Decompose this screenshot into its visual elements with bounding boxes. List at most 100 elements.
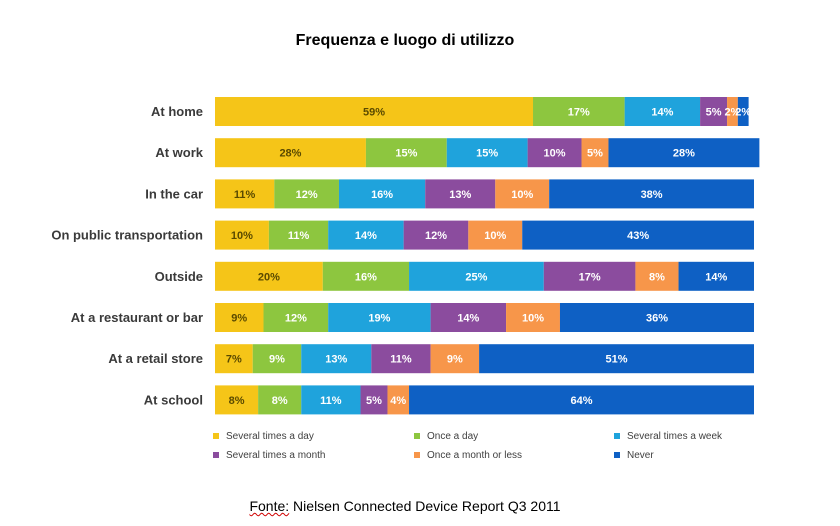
bar-segment-on-public-transportation-once-a-month-or-less (468, 220, 523, 250)
data-label-at-a-retail-store-several-times-a-month: 11% (390, 354, 412, 366)
bar-segment-at-home-several-times-a-week (624, 97, 701, 126)
legend-label-once-a-month-or-less: Once a month or less (427, 450, 522, 461)
source-line: Fonte: Nielsen Connected Device Report Q… (0, 498, 810, 514)
data-label-on-public-transportation-once-a-month-or-less: 10% (484, 230, 506, 242)
data-label-at-a-restaurant-or-bar-once-a-day: 12% (285, 313, 307, 325)
data-label-on-public-transportation-several-times-a-week: 14% (355, 230, 377, 242)
bar-segment-in-the-car-several-times-a-day (215, 179, 275, 209)
data-label-in-the-car-never: 38% (641, 189, 663, 201)
category-label-at-home: At home (151, 104, 203, 119)
data-label-at-a-restaurant-or-bar-several-times-a-month: 14% (457, 313, 479, 325)
bar-segment-on-public-transportation-several-times-a-month (403, 220, 469, 250)
data-label-at-school-several-times-a-day: 8% (229, 395, 245, 407)
category-label-outside: Outside (155, 269, 203, 284)
data-label-at-a-restaurant-or-bar-several-times-a-week: 19% (368, 313, 390, 325)
data-label-in-the-car-once-a-month-or-less: 10% (511, 189, 533, 201)
stacked-bar-chart: At home At work In the car On public transp… (51, 97, 760, 461)
bar-segment-in-the-car-never (549, 179, 754, 209)
bar-segment-outside-once-a-day (322, 261, 410, 291)
legend-label-several-times-a-week: Several times a week (627, 431, 723, 442)
data-label-at-school-never: 64% (571, 395, 593, 407)
bar-segment-in-the-car-once-a-month-or-less (495, 179, 550, 209)
data-label-at-home-once-a-day: 17% (568, 107, 590, 119)
bar-segment-at-a-restaurant-or-bar-several-times-a-week (328, 303, 431, 332)
data-label-at-a-retail-store-once-a-day: 9% (269, 354, 285, 366)
data-label-at-a-restaurant-or-bar-never: 36% (646, 313, 668, 325)
bar-segment-at-work-several-times-a-week (446, 138, 528, 168)
bar-segment-at-a-retail-store-once-a-month-or-less (430, 344, 480, 374)
bar-segment-at-a-restaurant-or-bar-never (559, 303, 754, 332)
legend-swatch-once-a-month-or-less (414, 452, 420, 458)
legend-label-once-a-day: Once a day (427, 431, 478, 442)
data-label-on-public-transportation-several-times-a-month: 12% (425, 230, 447, 242)
data-label-outside-several-times-a-month: 17% (579, 271, 601, 283)
bar-segment-in-the-car-several-times-a-month (425, 179, 496, 209)
bar-segment-at-school-once-a-day (258, 385, 302, 415)
category-label-on-public-transportation: On public transportation (51, 228, 203, 243)
bar-segment-at-home-never (737, 97, 749, 126)
data-label-at-work-several-times-a-month: 10% (544, 148, 566, 160)
bar-segment-at-school-never (409, 385, 754, 415)
bar-segment-in-the-car-several-times-a-week (338, 179, 426, 209)
bars: 59% 17% 14% 5% 2%2%28% 15% 15% 10% 5% 28%11% 12% 16… (215, 97, 760, 415)
data-label-on-public-transportation-never: 43% (627, 230, 649, 242)
bar-segment-at-work-once-a-month-or-less (581, 138, 609, 168)
bar-segment-on-public-transportation-several-times-a-week (328, 220, 404, 250)
data-label-at-home-once-a-month-or-less: 2% (724, 107, 740, 119)
chart-title: Frequenza e luogo di utilizzo (295, 32, 515, 49)
data-label-at-school-once-a-day: 8% (272, 395, 288, 407)
data-label-at-a-restaurant-or-bar-once-a-month-or-less: 10% (522, 313, 544, 325)
data-label-at-work-several-times-a-week: 15% (476, 148, 498, 160)
bar-segment-at-work-never (608, 138, 760, 168)
bar-segment-at-a-retail-store-several-times-a-month (371, 344, 431, 374)
bar-segment-at-school-several-times-a-week (301, 385, 361, 415)
data-label-at-school-several-times-a-month: 5% (366, 395, 382, 407)
bar-segment-outside-never (678, 261, 754, 291)
data-label-outside-several-times-a-week: 25% (465, 271, 487, 283)
data-label-at-home-several-times-a-day: 59% (363, 107, 385, 119)
bar-segment-at-a-retail-store-several-times-a-week (301, 344, 372, 374)
data-label-at-a-restaurant-or-bar-several-times-a-day: 9% (231, 313, 247, 325)
bar-segment-at-a-restaurant-or-bar-once-a-month-or-less (506, 303, 560, 332)
bar-segment-at-school-several-times-a-day (215, 385, 259, 415)
category-label-at-a-retail-store: At a retail store (108, 351, 203, 366)
source-text: Nielsen Connected Device Report Q3 2011 (289, 498, 561, 514)
data-label-in-the-car-several-times-a-week: 16% (371, 189, 393, 201)
legend-swatch-several-times-a-week (614, 433, 620, 439)
legend-swatch-several-times-a-day (213, 433, 219, 439)
data-label-at-work-never: 28% (673, 148, 695, 160)
bar-segment-on-public-transportation-several-times-a-day (215, 220, 269, 250)
data-label-at-school-several-times-a-week: 11% (320, 395, 342, 407)
data-label-in-the-car-several-times-a-month: 13% (449, 189, 471, 201)
bar-segment-at-home-several-times-a-month (700, 97, 728, 126)
bar-segment-at-work-several-times-a-day (215, 138, 366, 168)
data-label-at-home-several-times-a-week: 14% (651, 107, 673, 119)
category-labels: At home At work In the car On public transp… (51, 104, 203, 407)
legend-swatch-never (614, 452, 620, 458)
data-label-in-the-car-once-a-day: 12% (296, 189, 318, 201)
bar-segment-at-home-once-a-month-or-less (727, 97, 738, 126)
data-label-at-a-retail-store-once-a-month-or-less: 9% (447, 354, 463, 366)
data-label-in-the-car-several-times-a-day: 11% (234, 189, 256, 201)
data-label-at-a-retail-store-several-times-a-day: 7% (226, 354, 242, 366)
legend-swatch-once-a-day (414, 433, 420, 439)
bar-segment-at-a-restaurant-or-bar-several-times-a-day (215, 303, 264, 332)
bar-segment-outside-several-times-a-day (215, 261, 323, 291)
data-label-at-a-retail-store-several-times-a-week: 13% (325, 354, 347, 366)
legend-label-never: Never (627, 450, 654, 461)
bar-segment-at-a-restaurant-or-bar-once-a-day (263, 303, 329, 332)
bar-segment-at-a-retail-store-never (479, 344, 754, 374)
data-label-at-school-once-a-month-or-less: 4% (390, 395, 406, 407)
category-label-at-a-restaurant-or-bar: At a restaurant or bar (71, 310, 203, 325)
data-label-at-home-never: 2% (735, 107, 751, 119)
bar-segment-on-public-transportation-once-a-day (268, 220, 329, 250)
bar-segment-outside-once-a-month-or-less (635, 261, 679, 291)
source-prefix: Fonte: (249, 498, 290, 514)
data-label-at-work-once-a-month-or-less: 5% (587, 148, 603, 160)
category-label-in-the-car: In the car (145, 186, 203, 201)
bar-segment-at-school-several-times-a-month (360, 385, 388, 415)
data-label-at-home-several-times-a-month: 5% (706, 107, 722, 119)
bar-segment-at-a-retail-store-several-times-a-day (215, 344, 253, 374)
legend-label-several-times-a-month: Several times a month (226, 450, 326, 461)
data-label-at-work-once-a-day: 15% (395, 148, 417, 160)
